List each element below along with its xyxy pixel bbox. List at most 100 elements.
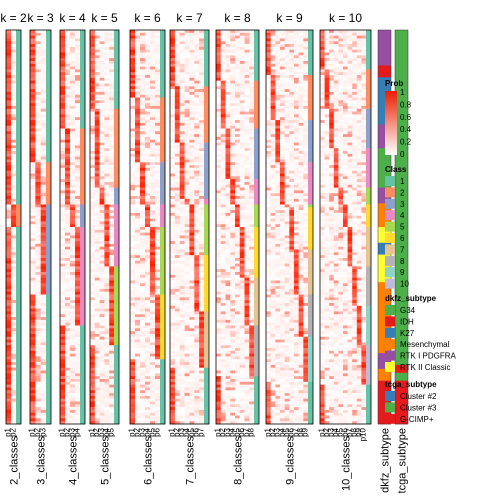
prob-cell: [174, 300, 181, 304]
prob-cell: [135, 38, 141, 42]
prob-cell: [75, 319, 81, 323]
class-cell: [46, 128, 51, 132]
prob-cell: [35, 238, 41, 242]
prob-cell: [104, 243, 110, 247]
prob-cell: [130, 69, 136, 73]
prob-cell: [104, 212, 110, 217]
prob-cell: [11, 243, 17, 247]
prob-cell: [130, 80, 136, 84]
prob-cell: [135, 187, 141, 191]
prob-cell: [6, 156, 12, 160]
prob-cell: [65, 66, 71, 70]
class-cell: [80, 241, 85, 245]
prob-cell: [179, 156, 185, 160]
prob-cell: [109, 227, 115, 231]
class-cell: [160, 176, 165, 180]
class-cell: [80, 100, 85, 104]
prob-cell: [35, 370, 41, 374]
class-cell: [114, 252, 119, 256]
prob-cell: [170, 407, 176, 411]
class-cell: [160, 418, 165, 422]
prob-cell: [90, 302, 96, 307]
prob-cell: [145, 32, 151, 36]
prob-cell: [11, 401, 17, 405]
prob-cell: [145, 218, 151, 222]
prob-cell: [140, 345, 146, 349]
prob-cell: [35, 184, 41, 188]
prob-cell: [194, 212, 200, 217]
prob-cell: [35, 407, 41, 411]
prob-cell: [99, 89, 105, 93]
class-cell: [80, 142, 85, 146]
class-cell: [204, 111, 209, 115]
prob-cell: [94, 272, 100, 276]
class-cell: [204, 49, 209, 53]
prob-cell: [109, 393, 115, 397]
prob-cell: [75, 30, 81, 34]
prob-cell: [40, 412, 47, 416]
class-cell: [80, 196, 85, 200]
prob-cell: [189, 162, 195, 166]
prob-cell: [140, 176, 146, 180]
prob-cell: [135, 252, 141, 256]
prob-cell: [174, 167, 181, 172]
prob-cell: [90, 142, 96, 146]
prob-cell: [65, 283, 71, 287]
prob-cell: [140, 120, 146, 124]
class-cell: [46, 407, 51, 411]
prob-cell: [130, 221, 136, 225]
prob-cell: [130, 325, 136, 329]
class-cell: [114, 128, 119, 132]
prob-cell: [65, 229, 71, 233]
prob-cell: [90, 204, 96, 208]
prob-cell: [189, 122, 195, 126]
prob-cell: [130, 83, 136, 87]
prob-cell: [11, 218, 17, 222]
prob-cell: [199, 418, 205, 422]
prob-cell: [35, 35, 41, 39]
prob-cell: [155, 103, 161, 107]
prob-cell: [90, 69, 96, 73]
prob-cell: [140, 269, 146, 273]
prob-cell: [70, 80, 76, 84]
class-cell: [204, 243, 209, 247]
prob-cell: [65, 176, 71, 180]
prob-cell: [194, 91, 200, 96]
prob-cell: [99, 173, 105, 177]
prob-cell: [140, 235, 146, 239]
prob-cell: [70, 331, 76, 335]
class-cell: [204, 311, 209, 315]
prob-cell: [35, 72, 41, 76]
prob-cell: [220, 44, 226, 48]
prob-cell: [135, 263, 141, 267]
prob-cell: [155, 376, 161, 380]
prob-cell: [179, 55, 185, 59]
class-cell: [160, 246, 165, 250]
class-cell: [46, 89, 51, 93]
column-label: p5: [107, 427, 116, 436]
class-cell: [160, 207, 165, 211]
prob-cell: [174, 305, 181, 309]
prob-cell: [90, 63, 96, 67]
prob-cell: [150, 207, 156, 211]
prob-cell: [140, 63, 146, 67]
prob-cell: [216, 30, 222, 34]
class-cell: [46, 94, 51, 98]
class-cell: [204, 409, 209, 414]
class-cell: [46, 156, 51, 160]
prob-cell: [60, 272, 66, 276]
panel-title-k8: k = 8: [224, 11, 251, 25]
class-cell: [16, 277, 21, 281]
prob-cell: [135, 105, 141, 110]
prob-cell: [155, 387, 161, 391]
class-cell: [114, 331, 119, 335]
prob-cell: [179, 333, 185, 338]
prob-cell: [130, 331, 136, 335]
prob-cell: [11, 263, 17, 267]
prob-cell: [184, 170, 190, 174]
prob-cell: [60, 190, 66, 194]
prob-cell: [94, 269, 100, 273]
prob-cell: [90, 243, 96, 247]
prob-cell: [35, 196, 41, 200]
prob-cell: [40, 280, 47, 284]
